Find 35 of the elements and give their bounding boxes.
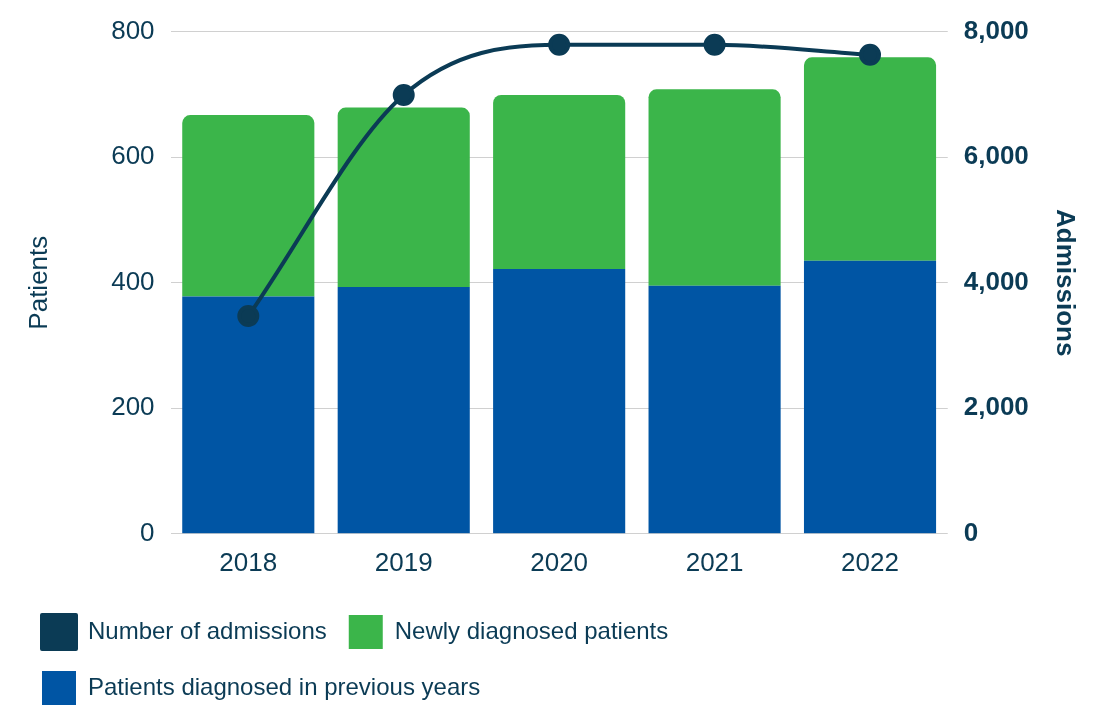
point — [548, 33, 571, 56]
bar — [803, 260, 937, 534]
y-tick-label: 400 — [111, 265, 155, 296]
legend-label: Number of admissions — [88, 616, 327, 644]
y-tick-label: 800 — [111, 14, 155, 45]
x-tick-label: 2022 — [841, 546, 899, 577]
legend-label: Patients diagnosed in previous years — [88, 672, 481, 700]
y-tick-label: 200 — [111, 391, 155, 422]
legend-label: Newly diagnosed patients — [394, 616, 669, 644]
bar — [337, 107, 470, 288]
y-tick-label: 0 — [140, 516, 155, 547]
point — [703, 33, 726, 56]
bar — [648, 285, 781, 534]
y2-tick-label: 2,000 — [963, 391, 1029, 422]
point — [237, 304, 260, 327]
y-axis-title: Patients — [22, 235, 53, 330]
y-tick-label: 600 — [111, 140, 155, 171]
x-tick-label: 2019 — [374, 546, 433, 577]
y2-axis-title: Admissions — [1051, 209, 1082, 357]
y2-tick-label: 0 — [963, 516, 979, 547]
point — [859, 43, 882, 66]
bar — [803, 57, 937, 261]
bar — [337, 287, 470, 534]
bar — [493, 268, 626, 534]
bar — [182, 296, 315, 534]
bar — [493, 95, 626, 269]
point — [392, 84, 415, 106]
bar — [648, 89, 781, 286]
y2-tick-label: 8,000 — [963, 14, 1029, 45]
bar — [182, 115, 315, 297]
x-tick-label: 2020 — [530, 546, 589, 577]
x-tick-label: 2021 — [685, 546, 744, 577]
x-tick-label: 2018 — [219, 546, 278, 577]
y2-tick-label: 6,000 — [963, 140, 1029, 171]
y2-tick-label: 4,000 — [963, 265, 1029, 296]
